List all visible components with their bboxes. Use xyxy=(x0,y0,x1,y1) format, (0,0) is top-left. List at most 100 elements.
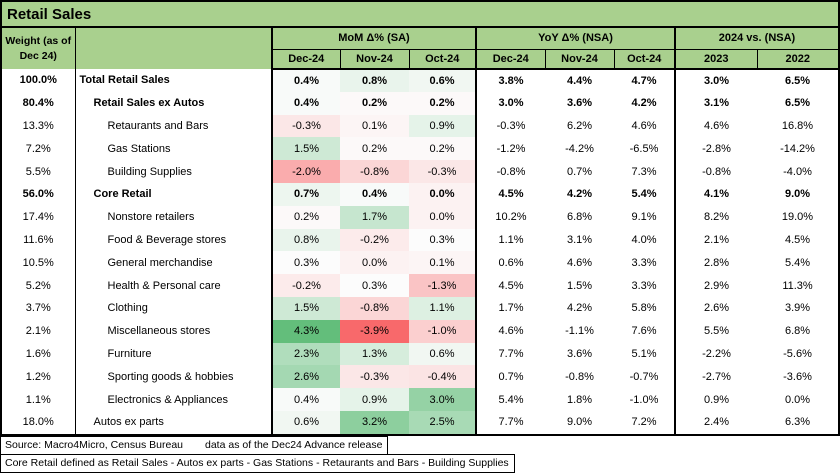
yoy-cell: 1.7% xyxy=(498,302,524,315)
col-header-yoy-oct24: Oct-24 xyxy=(614,49,676,70)
mom-cell: 0.2% xyxy=(340,137,409,161)
mom-cell: 0.1% xyxy=(409,251,477,275)
yoy-cell: 9.1% xyxy=(614,205,676,229)
asof-label: data as of the Dec24 Advance release xyxy=(205,438,383,451)
mom-cell: 2.5% xyxy=(409,410,477,434)
mom-cell: 1.1% xyxy=(409,296,477,320)
yoy-cell: 4.5% xyxy=(498,279,524,292)
yoy-cell: 5.8% xyxy=(614,296,676,320)
weight-cell: 3.7% xyxy=(2,296,76,320)
mom-cell: 0.2% xyxy=(272,205,340,229)
weight-cell: 56.0% xyxy=(2,182,76,206)
weight-cell: 13.3% xyxy=(2,114,76,138)
vs-cell: 3.9% xyxy=(784,302,811,315)
weight-cell: 1.1% xyxy=(2,388,76,411)
table-row: 56.0% Core Retail 0.7% 0.4% 0.0% 4.5% 4.2% 5.4%… xyxy=(2,182,838,206)
mom-cell: 0.8% xyxy=(272,228,340,252)
yoy-cell: 3.6% xyxy=(566,347,593,360)
yoy-cell: 3.3% xyxy=(614,274,676,297)
mom-cell: 4.3% xyxy=(272,319,340,343)
yoy-cell: 3.6% xyxy=(566,97,593,110)
yoy-cell: 5.1% xyxy=(614,342,676,366)
yoy-cell: -0.3% xyxy=(496,119,526,132)
category-cell: Electronics & Appliances xyxy=(75,388,273,411)
table-row: 7.2% Gas Stations 1.5% 0.2% 0.2% -1.2% -4.2% -6… xyxy=(2,137,838,161)
vs-cell: -2.2% xyxy=(702,347,731,360)
vs-cell: 3.0% xyxy=(703,74,730,87)
weight-cell: 1.2% xyxy=(2,365,76,389)
yoy-cell: 4.6% xyxy=(614,114,676,138)
vs-cell: 2.9% xyxy=(703,279,730,292)
vs-cell: -5.6% xyxy=(783,347,812,360)
yoy-cell: -1.2% xyxy=(496,142,526,155)
vs-cell: 4.5% xyxy=(784,233,811,246)
category-cell: Total Retail Sales xyxy=(75,69,273,92)
mom-cell: 2.6% xyxy=(272,365,340,389)
table-row: 1.6% Furniture 2.3% 1.3% 0.6% 7.7% 3.6% 5.1% -2.… xyxy=(2,342,838,366)
yoy-cell: 4.6% xyxy=(498,325,524,338)
yoy-cell: -1.0% xyxy=(614,388,676,411)
yoy-cell: 0.6% xyxy=(498,256,524,269)
yoy-cell: 3.8% xyxy=(498,74,524,87)
weight-cell: 18.0% xyxy=(2,410,76,434)
yoy-cell: 4.2% xyxy=(614,91,676,115)
vs-cell: 6.5% xyxy=(784,97,811,110)
yoy-cell: -6.5% xyxy=(614,137,676,161)
mom-cell: -1.0% xyxy=(409,319,477,343)
mom-cell: -0.3% xyxy=(272,114,340,138)
mom-cell: -0.2% xyxy=(340,228,409,252)
weight-cell: 10.5% xyxy=(2,251,76,275)
mom-cell: 0.4% xyxy=(272,91,340,115)
yoy-cell: 7.7% xyxy=(498,416,524,429)
yoy-cell: 1.1% xyxy=(498,233,524,246)
yoy-cell: -4.2% xyxy=(565,142,594,155)
vs-cell: -0.8% xyxy=(702,165,731,178)
mom-cell: 0.3% xyxy=(409,228,477,252)
col-header-yoy-nov24: Nov-24 xyxy=(545,49,615,70)
vs-cell: -3.6% xyxy=(783,370,812,383)
yoy-cell: -0.7% xyxy=(614,365,676,389)
mom-cell: 0.2% xyxy=(409,137,477,161)
source-label: Source: Macro4Micro, Census Bureau xyxy=(5,438,183,451)
col-header-yoy-dec24: Dec-24 xyxy=(476,49,546,70)
category-cell: Nonstore retailers xyxy=(75,205,273,229)
mom-cell: 1.5% xyxy=(272,137,340,161)
mom-cell: 0.4% xyxy=(272,69,340,92)
category-cell: Retail Sales ex Autos xyxy=(75,91,273,115)
weight-cell: 5.2% xyxy=(2,274,76,297)
mom-cell: 0.3% xyxy=(340,274,409,297)
mom-cell: 1.5% xyxy=(272,296,340,320)
category-cell: Miscellaneous stores xyxy=(75,319,273,343)
mom-cell: 0.6% xyxy=(272,410,340,434)
yoy-cell: 4.0% xyxy=(614,228,676,252)
table-row: 2.1% Miscellaneous stores 4.3% -3.9% -1.0% 4.… xyxy=(2,319,838,343)
mom-cell: 0.2% xyxy=(340,91,409,115)
group-header-mom: MoM Δ% (SA) xyxy=(272,28,477,50)
vs-cell: 5.5% xyxy=(703,325,730,338)
yoy-cell: -0.8% xyxy=(496,165,526,178)
mom-cell: -1.3% xyxy=(409,274,477,297)
core-retail-definition: Core Retail defined as Retail Sales - Au… xyxy=(0,453,515,473)
vs-cell: 4.1% xyxy=(703,188,730,201)
yoy-cell: 1.8% xyxy=(566,393,593,406)
yoy-cell: 4.5% xyxy=(498,188,524,201)
category-cell: Food & Beverage stores xyxy=(75,228,273,252)
yoy-cell: 3.0% xyxy=(498,97,524,110)
yoy-cell: 10.2% xyxy=(495,211,527,224)
vs-cell: 8.2% xyxy=(703,211,730,224)
group-header-2024vs: 2024 vs. (NSA) xyxy=(675,28,838,50)
table-row: 5.5% Building Supplies -2.0% -0.8% -0.3% -0.8… xyxy=(2,160,838,183)
table-row: 1.1% Electronics & Appliances 0.4% 0.9% 3.0%… xyxy=(2,388,838,411)
report-frame: Retail Sales Weight (as of Dec 24) MoM Δ… xyxy=(0,0,840,436)
vs-cell: -14.2% xyxy=(780,142,815,155)
col-header-2023: 2023 xyxy=(675,49,758,70)
report-title: Retail Sales xyxy=(2,2,838,28)
vs-cell: 6.3% xyxy=(784,416,811,429)
mom-cell: 0.1% xyxy=(340,114,409,138)
col-header-mom-oct24: Oct-24 xyxy=(409,49,477,70)
col-header-mom-dec24: Dec-24 xyxy=(272,49,341,70)
mom-cell: -0.8% xyxy=(340,160,409,183)
vs-cell: 4.6% xyxy=(703,119,730,132)
yoy-cell: 5.4% xyxy=(614,182,676,206)
